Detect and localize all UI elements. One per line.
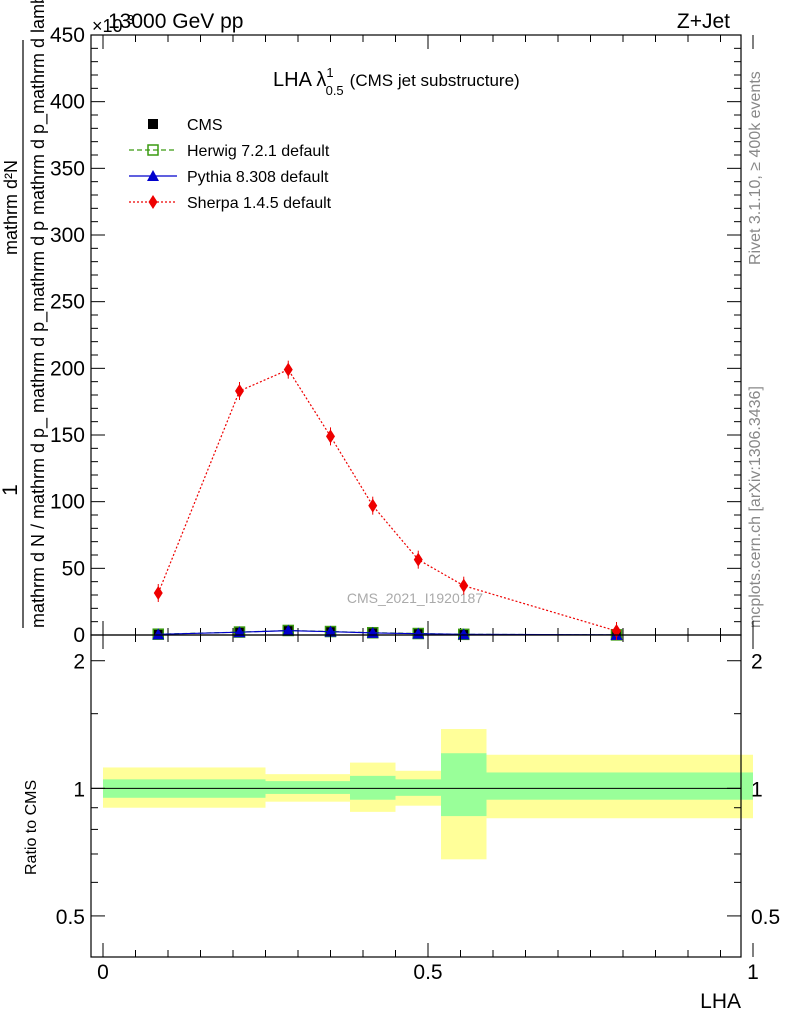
y-label-numerator: 1 <box>0 484 22 496</box>
data-point-3 <box>413 552 423 567</box>
data-point-3 <box>283 362 293 377</box>
legend-marker <box>148 195 158 209</box>
header-left: 13000 GeV pp <box>108 10 243 33</box>
plot-title-note: (CMS jet substructure) <box>350 71 520 90</box>
y-multiplier: ×10-3 <box>92 12 134 36</box>
ratio-y-tick-label: 1 <box>73 778 85 801</box>
y-axis-label-main: 1 mathrm d N / mathrm d p_ mathrm d p_ma… <box>0 0 49 628</box>
data-point-3 <box>368 498 378 513</box>
y-tick-label: 0 <box>73 624 85 647</box>
data-point-3 <box>326 429 335 444</box>
x-tick-label: 1 <box>747 961 759 984</box>
ratio-y-tick-label-right: 1 <box>751 778 763 801</box>
data-point-2 <box>412 627 425 639</box>
data-point-3 <box>235 384 244 398</box>
data-point-2 <box>324 625 337 637</box>
legend-marker <box>148 119 158 129</box>
legend-label: Sherpa 1.4.5 default <box>187 195 332 212</box>
ratio-plot-frame <box>90 634 742 958</box>
plot-title: LHA λ1 0.5 (CMS jet substructure) <box>273 65 520 98</box>
y-tick-label: 300 <box>50 224 85 247</box>
x-tick-label: 0.5 <box>413 961 442 984</box>
y-tick-label: 400 <box>50 91 85 114</box>
mcplots-label: mcplots.cern.ch [arXiv:1306.3436] <box>747 386 764 628</box>
legend-marker <box>147 170 159 181</box>
ratio-band-stat <box>311 781 350 794</box>
data-point-3 <box>153 586 163 600</box>
y-multiplier-power: -3 <box>123 12 135 27</box>
plot-title-sup: 1 <box>326 65 333 80</box>
y-tick-label: 50 <box>62 557 85 580</box>
legend-label: Herwig 7.2.1 default <box>187 143 330 160</box>
y-label-rhs-denominator: mathrm d p_mathrm d lambda <box>28 0 49 215</box>
data-point-2 <box>152 628 165 640</box>
main-axis-ticks: 0 50 100 150 200 250 300 350 400 450 <box>50 24 754 647</box>
ratio-axis-ticks: 0.5 0.5 1 1 2 2 0 0.5 1 <box>56 635 780 984</box>
main-series-layer <box>152 360 623 641</box>
series-line-2 <box>158 629 617 636</box>
ratio-band-stat <box>395 779 441 796</box>
ratio-y-tick-label-right: 0.5 <box>751 906 780 929</box>
rivet-label: Rivet 3.1.10, ≥ 400k events <box>747 71 764 265</box>
y-tick-label: 450 <box>50 24 85 47</box>
plot-title-main: LHA λ <box>273 69 326 91</box>
ratio-y-tick-label: 2 <box>73 651 85 674</box>
y-axis-label-ratio: Ratio to CMS <box>23 780 40 875</box>
header-right: Z+Jet <box>677 10 730 33</box>
legend-marker <box>147 144 159 156</box>
ratio-band-stat <box>350 775 396 800</box>
y-tick-label: 100 <box>50 491 85 514</box>
y-label-denominator: mathrm d N / mathrm d p_ mathrm d p_math… <box>28 221 49 628</box>
ratio-band-stat <box>265 781 311 794</box>
y-tick-label: 250 <box>50 291 85 314</box>
legend-label: CMS <box>187 117 223 134</box>
ratio-bands-layer <box>103 729 753 860</box>
y-tick-label: 200 <box>50 357 85 380</box>
x-axis-label: LHA <box>700 990 741 1013</box>
legend-label: Pythia 8.308 default <box>187 169 329 186</box>
x-tick-label: 0 <box>97 961 109 984</box>
y-tick-label: 350 <box>50 157 85 180</box>
data-point-3 <box>459 578 469 593</box>
analysis-watermark: CMS_2021_I1920187 <box>347 590 483 606</box>
ratio-y-tick-label: 0.5 <box>56 906 85 929</box>
legend: CMS Herwig 7.2.1 default Pythia 8.308 defa… <box>129 117 332 212</box>
y-tick-label: 150 <box>50 424 85 447</box>
series-line-3 <box>157 368 617 632</box>
y-label-rhs-numerator: mathrm d²N <box>1 160 21 255</box>
data-point-2 <box>282 624 295 636</box>
ratio-band-stat <box>486 772 753 800</box>
plot-title-sub: 0.5 <box>326 83 344 98</box>
ratio-y-tick-label-right: 2 <box>751 651 763 674</box>
ratio-band-stat <box>441 753 487 817</box>
y-multiplier-base: ×10 <box>92 16 123 36</box>
